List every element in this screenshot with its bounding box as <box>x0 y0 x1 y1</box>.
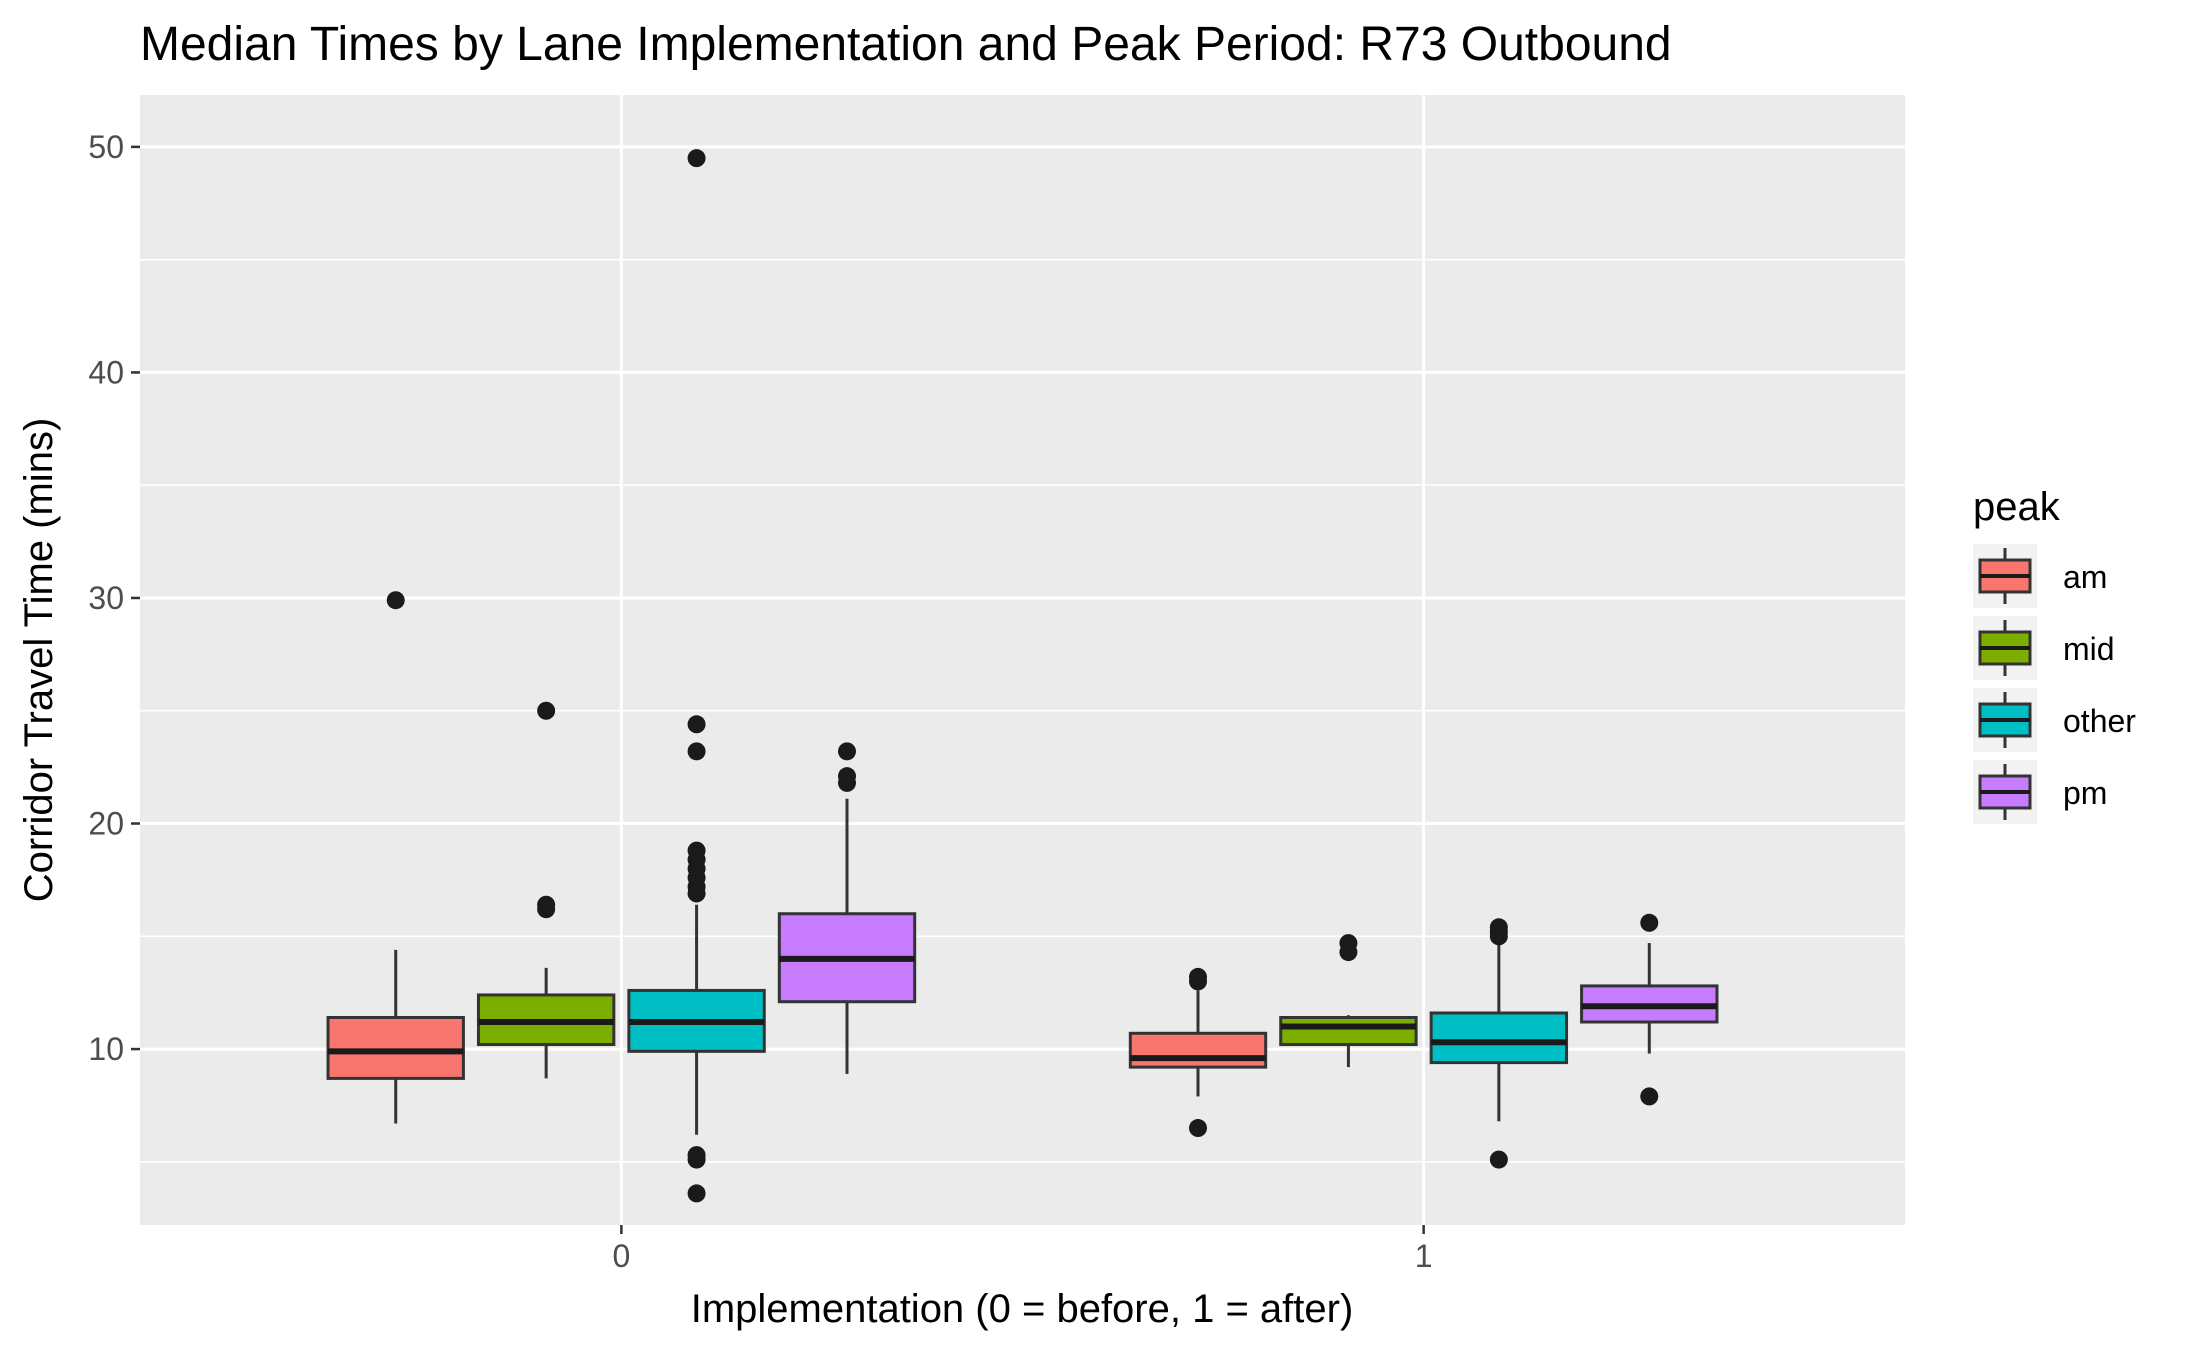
outlier-point <box>1640 1087 1659 1106</box>
y-tick-label: 30 <box>88 580 124 616</box>
outlier-point <box>687 884 706 903</box>
y-axis-title: Corridor Travel Time (mins) <box>17 418 61 903</box>
y-tick-label: 40 <box>88 354 124 390</box>
box-pm-0 <box>777 742 917 1074</box>
outlier-point <box>537 701 556 720</box>
y-tick-label: 50 <box>88 129 124 165</box>
y-axis: 10 20 30 40 50 <box>88 129 140 1067</box>
box-other-1 <box>1429 918 1569 1169</box>
legend-item-other: other <box>1973 688 2136 752</box>
x-axis-title: Implementation (0 = before, 1 = after) <box>691 1287 1354 1331</box>
iqr-box <box>1128 1031 1268 1069</box>
legend-label: other <box>2063 703 2136 739</box>
outlier-point <box>1339 943 1358 962</box>
outlier-point <box>1489 1150 1508 1169</box>
outlier-point <box>687 715 706 734</box>
legend-item-am: am <box>1973 544 2107 608</box>
outlier-point <box>687 149 706 168</box>
box-am-0 <box>326 591 465 1124</box>
outlier-point <box>1188 1119 1207 1138</box>
outlier-point <box>1489 927 1508 946</box>
box-am-1 <box>1128 967 1268 1138</box>
iqr-box <box>326 1015 465 1080</box>
outlier-point <box>687 742 706 761</box>
legend-label: mid <box>2063 631 2115 667</box>
box-other-0 <box>627 149 766 1203</box>
outlier-point <box>838 742 857 761</box>
x-tick-label: 0 <box>612 1238 630 1274</box>
outlier-point <box>687 1184 706 1203</box>
chart-title: Median Times by Lane Implementation and … <box>140 18 1672 71</box>
legend-label: pm <box>2063 775 2107 811</box>
legend: peak am mid other pm <box>1973 485 2136 824</box>
outlier-point <box>1640 913 1659 932</box>
legend-title: peak <box>1973 485 2061 529</box>
box-layer <box>326 149 1719 1203</box>
iqr-box <box>1429 1011 1569 1065</box>
box-mid-1 <box>1279 934 1418 1068</box>
grid-lines <box>140 95 1905 1225</box>
legend-item-mid: mid <box>1973 616 2115 680</box>
outlier-point <box>687 1150 706 1169</box>
box-mid-0 <box>476 701 616 1079</box>
y-tick-label: 20 <box>88 806 124 842</box>
legend-label: am <box>2063 559 2107 595</box>
x-tick-label: 1 <box>1415 1238 1433 1274</box>
legend-item-pm: pm <box>1973 760 2107 824</box>
box-pm-1 <box>1580 913 1719 1106</box>
outlier-point <box>838 773 857 792</box>
y-tick-label: 10 <box>88 1031 124 1067</box>
outlier-point <box>1188 967 1207 986</box>
iqr-box <box>1279 1015 1418 1047</box>
outlier-point <box>386 591 405 610</box>
outlier-point <box>537 900 556 919</box>
